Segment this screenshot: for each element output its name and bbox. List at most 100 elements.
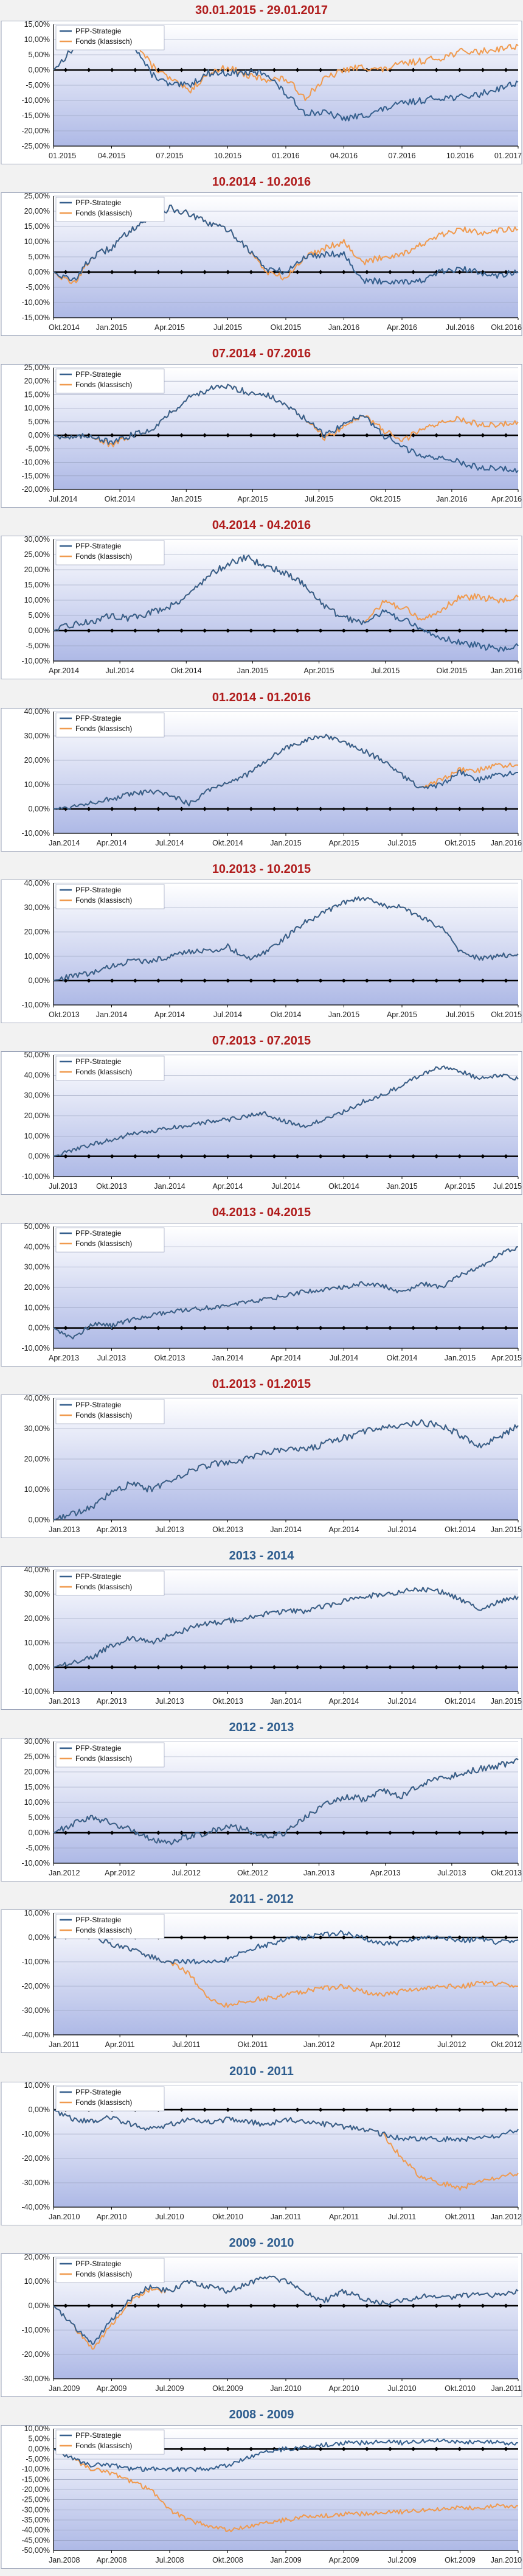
x-tick-label: Apr.2015 (154, 323, 185, 332)
x-tick-label: Apr.2013 (96, 1525, 126, 1534)
x-tick-label: 01.2016 (272, 152, 299, 160)
series-line-strategy (53, 2109, 519, 2142)
x-tick-label: Apr.2010 (328, 2384, 359, 2393)
y-tick-label: 10,00% (24, 1798, 50, 1807)
y-tick-label: -5,00% (26, 1844, 50, 1852)
x-tick-label: Okt.2014 (171, 667, 202, 675)
chart-panel: 30.01.2015 - 29.01.2017 15,00% 10,00% 5,00%… (0, 0, 523, 172)
y-tick-label: -40,00% (21, 2203, 50, 2211)
x-tick-label: Jul.2012 (437, 2040, 466, 2049)
legend-label-strategy: PFP-Strategie (75, 1057, 122, 1066)
x-tick-label: Apr.2013 (49, 1354, 79, 1362)
chart-title: 04.2014 - 04.2016 (212, 519, 311, 533)
y-tick-label: -10,00% (21, 96, 50, 105)
chart-title: 01.2014 - 01.2016 (212, 690, 311, 704)
x-tick-label: Jul.2015 (213, 323, 242, 332)
x-tick-label: Okt.2013 (96, 1182, 127, 1191)
legend: PFP-Strategie Fonds (klassisch) (55, 1570, 165, 1596)
y-tick-label: 40,00% (24, 708, 50, 716)
chart-panel: 01.2013 - 01.2015 40,00% 30,00% 20,00% 10,00… (0, 1374, 523, 1546)
series-line-strategy (53, 555, 519, 653)
zero-line-marker (226, 2446, 230, 2451)
series-line-strategy (53, 1930, 519, 1965)
zero-line-marker (156, 1153, 161, 1158)
y-tick-label: -5,00% (26, 445, 50, 453)
zero-line-marker (86, 270, 91, 275)
x-tick-label: Jan.2015 (328, 1010, 359, 1019)
y-tick-label: 30,00% (24, 536, 50, 544)
x-tick-label: Jan.2015 (386, 1182, 417, 1191)
y-tick-label: -35,00% (21, 2516, 50, 2524)
y-tick-label: -5,00% (26, 81, 50, 89)
x-tick-label: Apr.2014 (271, 1354, 301, 1362)
y-tick-label: 10,00% (24, 1132, 50, 1140)
x-tick-label: Okt.2016 (491, 323, 522, 332)
zero-line-marker (341, 1326, 346, 1331)
zero-line-marker (387, 2446, 393, 2451)
chart-panel: 2011 - 2012 10,00% 0,00% -10,00% -20,00% -30,… (0, 1889, 523, 2061)
zero-line-marker (109, 68, 114, 72)
x-tick-label: Jul.2013 (49, 1182, 77, 1191)
y-tick-label: 10,00% (24, 404, 50, 413)
y-tick-label: 20,00% (24, 756, 50, 765)
zero-line-marker (411, 270, 416, 275)
legend: PFP-Strategie Fonds (klassisch) (55, 1399, 165, 1424)
x-tick-label: 01.2015 (49, 152, 76, 160)
zero-line-marker (249, 1326, 254, 1331)
zero-line-marker (364, 270, 369, 275)
x-tick-label: 10.2015 (214, 152, 241, 160)
x-tick-label: Okt.2010 (212, 2213, 243, 2221)
zero-line-marker (318, 2446, 323, 2451)
legend: PFP-Strategie Fonds (klassisch) (55, 25, 165, 51)
x-tick-label: Apr.2015 (491, 1354, 522, 1362)
x-tick-label: Jan.2014 (212, 1354, 243, 1362)
y-tick-label: -10,00% (21, 298, 50, 307)
x-tick-label: Jul.2013 (97, 1354, 126, 1362)
zero-line-marker (411, 1326, 416, 1331)
zero-line-marker (272, 1153, 277, 1158)
x-tick-label: Jan.2014 (270, 1697, 301, 1706)
y-tick-label: -50,00% (21, 2546, 50, 2555)
y-tick-label: 15,00% (24, 1783, 50, 1791)
zero-line-marker (387, 1153, 393, 1158)
zero-line-marker (63, 68, 68, 72)
x-tick-label: Jan.2012 (491, 2213, 522, 2221)
y-tick-label: 5,00% (29, 51, 50, 59)
y-tick-label: 10,00% (24, 2277, 50, 2286)
x-tick-label: Okt.2014 (271, 1010, 302, 1019)
x-tick-label: Okt.2015 (491, 1010, 522, 1019)
y-tick-label: 0,00% (29, 976, 50, 985)
y-tick-label: 15,00% (24, 222, 50, 231)
y-tick-label: 5,00% (29, 418, 50, 426)
y-tick-label: 10,00% (24, 237, 50, 246)
chart-panel: 07.2014 - 07.2016 25,00% 20,00% 15,00% 10,00… (0, 343, 523, 516)
y-tick-label: -20,00% (21, 2485, 50, 2494)
y-tick-label: 10,00% (24, 35, 50, 44)
legend-label-strategy: PFP-Strategie (75, 2431, 122, 2440)
y-tick-label: 5,00% (29, 611, 50, 620)
x-tick-label: Apr.2015 (237, 495, 268, 503)
y-tick-label: -5,00% (26, 642, 50, 650)
series-line-strategy (53, 896, 519, 981)
x-tick-label: Jan.2009 (49, 2384, 80, 2393)
x-tick-label: Jan.2011 (49, 2040, 80, 2049)
x-tick-label: Okt.2015 (445, 839, 476, 847)
chart-panel: 2009 - 2010 20,00% 10,00% 0,00% -10,00% -20,0… (0, 2232, 523, 2404)
x-tick-label: Jul.2012 (172, 1869, 201, 1877)
chart-title: 2011 - 2012 (229, 1892, 294, 1906)
y-tick-label: -40,00% (21, 2031, 50, 2039)
y-tick-label: -5,00% (26, 283, 50, 292)
x-tick-label: Jul.2015 (371, 667, 400, 675)
chart-svg: 10,00% 0,00% -10,00% -20,00% -30,00% -40,00% J… (1, 2081, 522, 2225)
legend: PFP-Strategie Fonds (klassisch) (55, 2086, 165, 2111)
legend-label-fonds: Fonds (klassisch) (75, 1754, 132, 1763)
y-tick-label: 20,00% (24, 377, 50, 385)
chart-svg: 30,00% 25,00% 20,00% 15,00% 10,00% 5,00% 0,00%… (1, 1738, 522, 1882)
x-tick-label: Apr.2014 (328, 1697, 359, 1706)
y-tick-label: -15,00% (21, 111, 50, 120)
x-tick-label: Okt.2013 (212, 1525, 243, 1534)
legend-label-strategy: PFP-Strategie (75, 198, 122, 207)
series-line-strategy (53, 205, 519, 285)
x-tick-label: 07.2015 (156, 152, 183, 160)
x-tick-label: Jul.2010 (387, 2384, 416, 2393)
